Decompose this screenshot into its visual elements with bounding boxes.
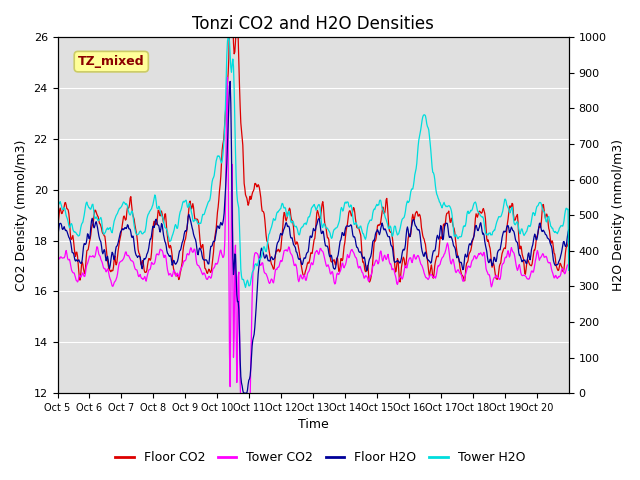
Text: TZ_mixed: TZ_mixed: [78, 55, 145, 68]
Y-axis label: CO2 Density (mmol/m3): CO2 Density (mmol/m3): [15, 140, 28, 291]
Y-axis label: H2O Density (mmol/m3): H2O Density (mmol/m3): [612, 139, 625, 291]
Legend: Floor CO2, Tower CO2, Floor H2O, Tower H2O: Floor CO2, Tower CO2, Floor H2O, Tower H…: [109, 446, 531, 469]
Title: Tonzi CO2 and H2O Densities: Tonzi CO2 and H2O Densities: [192, 15, 434, 33]
X-axis label: Time: Time: [298, 419, 328, 432]
